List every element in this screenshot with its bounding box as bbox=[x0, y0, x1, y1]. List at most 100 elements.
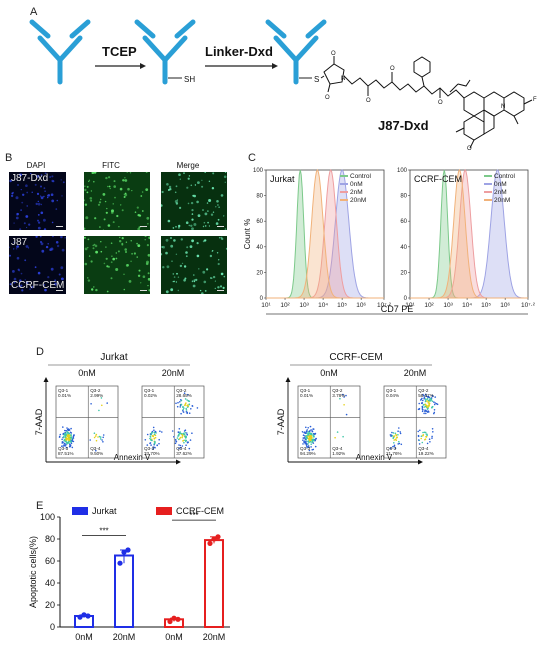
y-tick-label: 20 bbox=[256, 270, 263, 276]
cell-dot bbox=[103, 262, 106, 265]
cell-dot bbox=[224, 228, 227, 230]
flow-event bbox=[397, 443, 400, 445]
flow-condition-label: 20nM bbox=[162, 368, 185, 378]
flow-event bbox=[421, 405, 424, 408]
flow-event bbox=[342, 435, 344, 438]
cell-dot bbox=[18, 285, 21, 288]
flow-event bbox=[72, 437, 75, 439]
y-tick-label: 40 bbox=[256, 245, 263, 251]
cell-dot bbox=[43, 228, 47, 230]
flow-event bbox=[420, 437, 423, 440]
cell-dot bbox=[202, 225, 205, 228]
flow-event bbox=[184, 398, 187, 400]
flow-event bbox=[66, 431, 68, 433]
flow-event bbox=[427, 410, 430, 412]
step2-label: Linker-Dxd bbox=[205, 44, 273, 59]
flow-event bbox=[433, 409, 436, 411]
flow-event bbox=[425, 393, 427, 396]
cell-dot bbox=[176, 272, 178, 275]
cell-dot bbox=[18, 270, 20, 272]
scale-bar bbox=[140, 290, 147, 291]
cell-dot bbox=[195, 278, 198, 282]
flow-event bbox=[102, 434, 105, 436]
cell-dot bbox=[220, 272, 224, 276]
cell-dot bbox=[26, 226, 28, 229]
cell-dot bbox=[201, 185, 204, 188]
flow-event bbox=[188, 403, 190, 406]
cell-dot bbox=[117, 250, 120, 253]
flow-event bbox=[58, 436, 61, 438]
cell-dot bbox=[137, 214, 141, 217]
cell-dot bbox=[40, 195, 42, 197]
quadrant-label: 19.22% bbox=[418, 451, 434, 456]
flow-event bbox=[306, 437, 309, 439]
cell-dot bbox=[186, 246, 189, 249]
cell-dot bbox=[177, 226, 180, 229]
flow-event bbox=[432, 431, 434, 433]
cell-dot bbox=[20, 189, 22, 191]
flow-event bbox=[435, 402, 438, 405]
cell-dot bbox=[119, 187, 123, 191]
flow-event bbox=[431, 428, 434, 430]
flow-event bbox=[69, 443, 71, 446]
flow-event bbox=[421, 402, 423, 405]
flow-event bbox=[95, 449, 97, 452]
cell-dot bbox=[26, 205, 28, 207]
y-tick-label: 0 bbox=[50, 622, 55, 632]
flow-event bbox=[154, 440, 156, 443]
x-tick-label: 10⁴ bbox=[462, 302, 472, 309]
cell-dot bbox=[211, 187, 215, 190]
cell-dot bbox=[145, 262, 149, 266]
cell-dot bbox=[60, 278, 63, 280]
flow-event bbox=[417, 439, 420, 441]
data-point bbox=[85, 613, 91, 619]
cell-dot bbox=[212, 211, 215, 213]
cell-dot bbox=[183, 172, 185, 174]
flow-event bbox=[432, 395, 434, 397]
cell-dot bbox=[88, 180, 90, 183]
x-tick-label: 10⁷·² bbox=[521, 302, 536, 309]
cell-dot bbox=[56, 244, 60, 248]
flow-event bbox=[305, 441, 307, 443]
flow-event bbox=[182, 440, 184, 442]
cell-dot bbox=[173, 280, 175, 283]
cell-dot bbox=[30, 285, 34, 289]
flow-event bbox=[398, 427, 400, 429]
quadrant-label: 37.62% bbox=[176, 451, 192, 456]
flow-event bbox=[63, 435, 65, 438]
flow-event bbox=[418, 407, 421, 410]
data-point bbox=[211, 536, 217, 542]
flow-event bbox=[393, 439, 396, 441]
scale-bar bbox=[217, 226, 224, 227]
flow-event bbox=[161, 431, 163, 433]
y-tick-label: 80 bbox=[45, 534, 55, 544]
flow-event bbox=[426, 442, 429, 445]
flow-event bbox=[394, 447, 397, 449]
cell-dot bbox=[180, 238, 183, 241]
flow-event bbox=[394, 438, 397, 441]
flow-event bbox=[308, 446, 310, 448]
flow-event bbox=[181, 436, 183, 439]
flow-event bbox=[62, 426, 64, 428]
flow-event bbox=[178, 431, 180, 434]
cell-dot bbox=[137, 244, 141, 247]
cell-dot bbox=[51, 175, 54, 178]
flow-event bbox=[144, 439, 147, 441]
cell-dot bbox=[84, 199, 85, 202]
cell-dot bbox=[170, 244, 174, 248]
flow-event bbox=[67, 434, 69, 436]
cell-dot bbox=[208, 180, 211, 182]
cell-dot bbox=[87, 279, 91, 282]
cell-dot bbox=[177, 276, 180, 278]
cell-dot bbox=[13, 241, 15, 244]
flow-event bbox=[173, 436, 175, 438]
cell-dot bbox=[183, 265, 187, 268]
flow-event bbox=[307, 427, 310, 429]
flow-event bbox=[66, 442, 68, 445]
cell-dot bbox=[38, 221, 41, 224]
cell-dot bbox=[166, 183, 169, 186]
cell-dot bbox=[44, 288, 47, 292]
cell-dot bbox=[216, 200, 219, 203]
cell-dot bbox=[16, 245, 19, 248]
cell-dot bbox=[193, 223, 197, 226]
